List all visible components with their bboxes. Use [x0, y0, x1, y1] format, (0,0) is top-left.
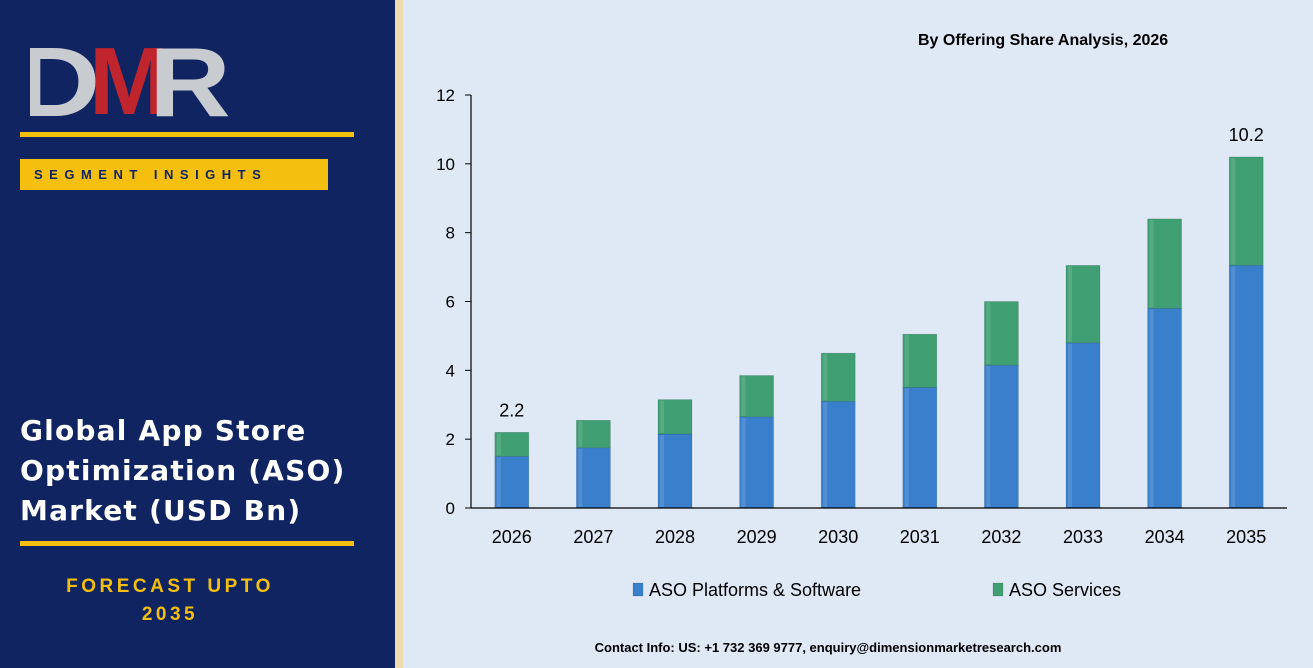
bars — [494, 156, 1264, 509]
bar-highlight — [578, 421, 583, 447]
bar-highlight — [986, 366, 991, 507]
bar-highlight — [660, 400, 664, 434]
svg-text:R: R — [149, 38, 230, 120]
legend-swatch — [992, 582, 1004, 597]
report-title: Global App Store Optimization (ASO) Mark… — [20, 414, 346, 527]
segment-insights-tag: SEGMENT INSIGHTS — [20, 159, 328, 190]
bar-highlight — [823, 354, 828, 401]
bar-segment-services — [1065, 265, 1101, 344]
x-axis: 2026 2027 2028 2029 2030 2031 2032 2033 2034 2035 — [471, 507, 1287, 547]
bar-highlight — [904, 335, 909, 387]
bar-highlight — [1149, 309, 1154, 507]
y-tick-label: 0 — [446, 499, 455, 518]
dmr-logo: D M R — [30, 38, 230, 120]
dmr-logo-mark: D M R — [30, 38, 230, 120]
data-label: 10.2 — [1229, 125, 1264, 145]
bar-segment-services — [1228, 156, 1264, 266]
bar-segment-services — [902, 333, 938, 388]
y-axis: 0 2 4 6 8 10 12 — [436, 86, 472, 518]
bar-segment-services — [739, 375, 774, 418]
legend-label: ASO Platforms & Software — [649, 580, 861, 600]
bar-highlight — [660, 435, 664, 507]
x-tick-label: 2031 — [900, 527, 940, 547]
x-tick-label: 2035 — [1226, 527, 1266, 547]
forecast-text: FORECAST UPTO 2035 — [66, 576, 274, 625]
x-tick-label: 2030 — [818, 527, 858, 547]
x-tick-label: 2027 — [573, 527, 613, 547]
x-tick-label: 2033 — [1063, 527, 1103, 547]
left-panel: D M R SEGMENT INSIGHTS Global App Store … — [0, 0, 395, 668]
bar-highlight — [496, 433, 501, 456]
legend: ASO Platforms & Software ASO Services — [632, 580, 1121, 600]
gold-divider-bottom — [20, 541, 354, 546]
contact-info: Contact Info: US: +1 732 369 9777, enqui… — [594, 640, 1062, 655]
y-tick-label: 4 — [446, 361, 455, 380]
bar-highlight — [1231, 266, 1236, 507]
bar-segment-platforms — [739, 416, 774, 509]
x-tick-label: 2029 — [737, 527, 777, 547]
bar-highlight — [578, 448, 583, 507]
bar-highlight — [496, 457, 501, 507]
bar-highlight — [823, 402, 828, 507]
x-tick-label: 2032 — [981, 527, 1021, 547]
svg-text:M: M — [89, 38, 169, 120]
svg-text:D: D — [30, 38, 100, 120]
bar-segment-services — [1147, 218, 1182, 309]
bar-segment-services — [657, 399, 693, 435]
x-tick-label: 2034 — [1145, 527, 1185, 547]
y-tick-label: 12 — [436, 86, 455, 105]
y-tick-label: 10 — [436, 155, 455, 174]
bar-segment-services — [820, 352, 856, 402]
bar-segment-platforms — [820, 401, 856, 509]
chart-title: By Offering Share Analysis, 2026 — [918, 32, 1169, 49]
bar-highlight — [1068, 343, 1072, 507]
legend-label: ASO Services — [1009, 580, 1121, 600]
bar-segment-services — [984, 301, 1019, 366]
bar-segment-services — [576, 419, 611, 449]
bar-highlight — [904, 388, 909, 507]
bar-segment-platforms — [1228, 265, 1264, 509]
data-label: 2.2 — [499, 400, 524, 420]
x-tick-label: 2026 — [492, 527, 532, 547]
y-tick-label: 6 — [446, 293, 455, 312]
bar-segment-platforms — [576, 447, 611, 509]
data-labels: 2.2 10.2 — [499, 125, 1263, 420]
x-tick-label: 2028 — [655, 527, 695, 547]
panel-divider — [395, 0, 403, 668]
legend-swatch — [632, 582, 644, 597]
bar-highlight — [741, 376, 746, 416]
bar-highlight — [1068, 266, 1072, 342]
bar-highlight — [986, 302, 991, 365]
forecast-label: FORECAST UPTO 2035 — [20, 573, 320, 629]
bar-highlight — [1231, 157, 1236, 265]
y-tick-label: 2 — [446, 430, 455, 449]
bar-segment-platforms — [902, 387, 938, 509]
bar-segment-services — [494, 431, 530, 457]
gold-divider-top — [20, 132, 354, 137]
bar-highlight — [741, 417, 746, 507]
y-tick-label: 8 — [446, 224, 455, 243]
bar-highlight — [1149, 219, 1154, 308]
bar-segment-platforms — [657, 433, 693, 509]
